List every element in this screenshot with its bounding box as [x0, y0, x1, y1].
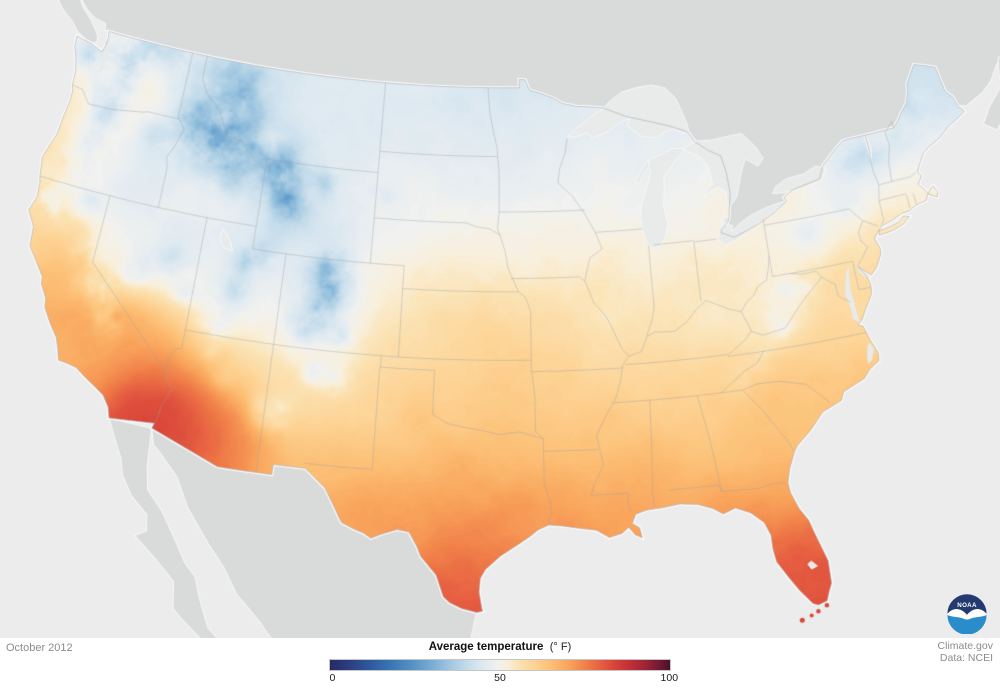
legend-unit: (° F): [549, 641, 572, 653]
colorbar-ticks: 0 50 100: [329, 672, 678, 684]
temperature-legend: Average temperature (° F) 0 50 100: [0, 638, 1000, 690]
colorbar-tick-50: 50: [494, 672, 506, 684]
noaa-logo-text: NOAA: [957, 602, 977, 609]
map-date: October 2012: [6, 642, 73, 654]
temperature-colorbar: [329, 659, 671, 671]
colorbar-tick-100: 100: [660, 672, 679, 684]
noaa-logo-sea: [947, 615, 987, 634]
legend-title: Average temperature (° F): [0, 641, 1000, 653]
us-average-temperature-map: [0, 0, 1000, 638]
legend-title-text: Average temperature: [428, 641, 544, 653]
credits: Climate.gov Data: NCEI: [937, 640, 993, 664]
colorbar-tick-0: 0: [329, 672, 336, 684]
noaa-logo: NOAA: [947, 594, 987, 634]
noaa-logo-sky: [947, 594, 987, 615]
credit-source: Climate.gov: [937, 640, 993, 652]
map-footer: October 2012 Average temperature (° F) 0…: [0, 638, 1000, 690]
credit-data: Data: NCEI: [939, 651, 993, 664]
